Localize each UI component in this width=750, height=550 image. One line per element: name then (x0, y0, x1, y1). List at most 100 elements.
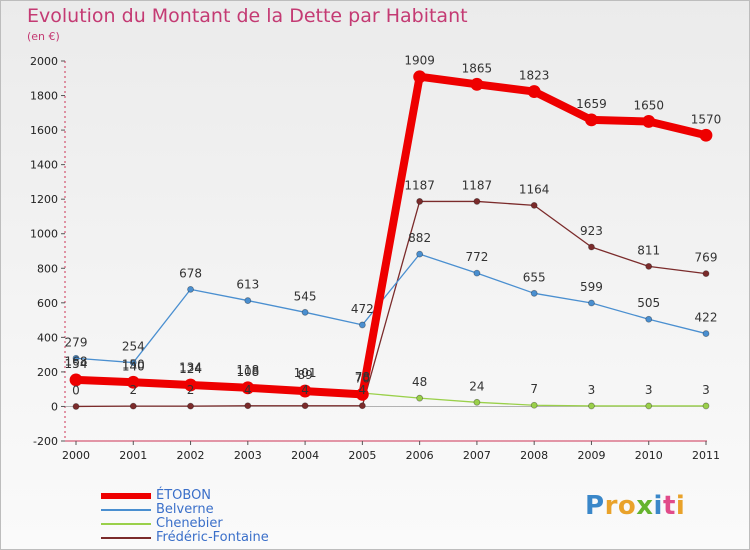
data-point-etobon (126, 375, 140, 389)
data-label-chenebier: 3 (645, 383, 653, 397)
data-point-frederic-fontaine (72, 403, 80, 410)
data-label-etobon: 108 (236, 365, 259, 379)
x-tick-label: 2009 (577, 449, 605, 462)
proxiti-logo: Proxiti (585, 491, 685, 521)
y-tick-label: 0 (51, 400, 58, 413)
y-tick-label: 200 (37, 366, 58, 379)
data-label-frederic-fontaine: 0 (72, 383, 80, 397)
data-point-frederic-fontaine (588, 243, 595, 251)
y-tick-label: 1000 (30, 228, 58, 241)
legend-label-etobon: ÉTOBON (156, 488, 212, 503)
data-label-belverne: 655 (523, 270, 546, 284)
chart-subtitle: (en €) (27, 30, 60, 43)
data-point-frederic-fontaine (358, 402, 366, 410)
data-label-frederic-fontaine: 923 (580, 224, 603, 238)
series-line-belverne (75, 253, 707, 364)
data-point-etobon (699, 128, 713, 142)
data-label-chenebier: 3 (588, 383, 596, 397)
x-tick-label: 2006 (406, 449, 434, 462)
data-point-belverne (358, 321, 366, 329)
x-tick-label: 2007 (463, 449, 491, 462)
logo-letter: i (675, 491, 686, 521)
data-label-etobon: 1570 (691, 112, 722, 126)
data-point-belverne (473, 269, 481, 277)
data-label-frederic-fontaine: 811 (637, 243, 660, 257)
data-label-chenebier: 150 (122, 358, 145, 372)
data-label-frederic-fontaine: 4 (301, 383, 309, 397)
data-point-frederic-fontaine (530, 201, 538, 209)
data-label-etobon: 124 (179, 362, 202, 376)
y-tick-label: 600 (37, 297, 58, 310)
data-point-belverne (588, 299, 595, 307)
data-label-belverne: 882 (408, 231, 431, 245)
data-label-chenebier: 168 (65, 354, 88, 368)
x-tick-label: 2011 (692, 449, 720, 462)
data-label-chenebier: 48 (412, 375, 427, 389)
data-point-chenebier (588, 402, 595, 410)
data-point-frederic-fontaine (473, 198, 481, 205)
data-point-frederic-fontaine (187, 402, 194, 410)
x-tick-label: 2000 (62, 449, 90, 462)
data-label-belverne: 772 (465, 250, 488, 264)
data-point-chenebier (702, 402, 710, 410)
y-tick-label: 1200 (30, 193, 58, 206)
data-label-belverne: 279 (65, 335, 88, 349)
series-line-frederic-fontaine (75, 200, 707, 408)
data-label-frederic-fontaine: 4 (244, 383, 252, 397)
data-point-etobon (642, 115, 656, 128)
data-label-belverne: 613 (236, 278, 259, 292)
data-point-etobon (241, 381, 255, 395)
data-point-etobon (585, 113, 598, 127)
data-label-chenebier: 78 (355, 370, 370, 384)
data-label-etobon: 154 (65, 357, 88, 371)
data-label-etobon: 1823 (519, 69, 550, 83)
y-tick-label: 1800 (30, 90, 58, 103)
data-label-belverne: 254 (122, 340, 145, 354)
legend-swatch-belverne (101, 509, 151, 511)
series-line-etobon (72, 72, 710, 399)
x-tick-label: 2001 (119, 449, 147, 462)
y-tick-label: 1400 (30, 159, 58, 172)
y-tick-label: 1600 (30, 124, 58, 137)
data-point-belverne (129, 359, 137, 366)
data-point-etobon (413, 70, 427, 84)
legend-swatch-chenebier (101, 523, 151, 525)
y-tick-label: -200 (33, 435, 58, 448)
legend-swatch-frederic-fontaine (101, 537, 151, 539)
x-tick-label: 2005 (348, 449, 376, 462)
data-point-etobon (298, 384, 312, 398)
data-label-etobon: 1909 (404, 54, 435, 68)
data-label-etobon: 1865 (462, 61, 493, 75)
data-label-etobon: 1650 (633, 98, 664, 112)
data-label-chenebier: 7 (530, 382, 538, 396)
data-label-etobon: 89 (297, 368, 312, 382)
data-label-etobon: 70 (355, 371, 370, 385)
data-label-chenebier: 24 (469, 379, 484, 393)
logo-letter: i (653, 491, 663, 521)
y-tick-label: 800 (37, 262, 58, 275)
y-tick-label: 2000 (30, 55, 58, 68)
data-label-chenebier: 118 (236, 363, 259, 377)
data-point-belverne (187, 285, 194, 293)
data-point-belverne (702, 330, 710, 337)
data-point-belverne (72, 354, 80, 362)
data-point-etobon (355, 387, 369, 401)
data-point-etobon (69, 373, 83, 387)
legend-label-belverne: Belverne (156, 502, 214, 517)
data-label-frederic-fontaine: 769 (695, 251, 718, 265)
data-label-chenebier: 134 (179, 360, 202, 374)
data-point-frederic-fontaine (416, 198, 424, 205)
y-tick-label: 400 (37, 331, 58, 344)
data-point-etobon (527, 85, 541, 98)
data-point-etobon (184, 378, 197, 392)
data-label-belverne: 599 (580, 280, 603, 294)
data-point-frederic-fontaine (702, 270, 710, 278)
data-point-belverne (244, 297, 252, 304)
data-label-frederic-fontaine: 2 (129, 383, 137, 397)
data-label-frederic-fontaine: 1187 (404, 178, 435, 192)
data-point-chenebier (530, 401, 538, 409)
logo-letter: x (636, 491, 654, 521)
data-label-frederic-fontaine: 1164 (519, 182, 550, 196)
data-point-frederic-fontaine (129, 402, 137, 410)
